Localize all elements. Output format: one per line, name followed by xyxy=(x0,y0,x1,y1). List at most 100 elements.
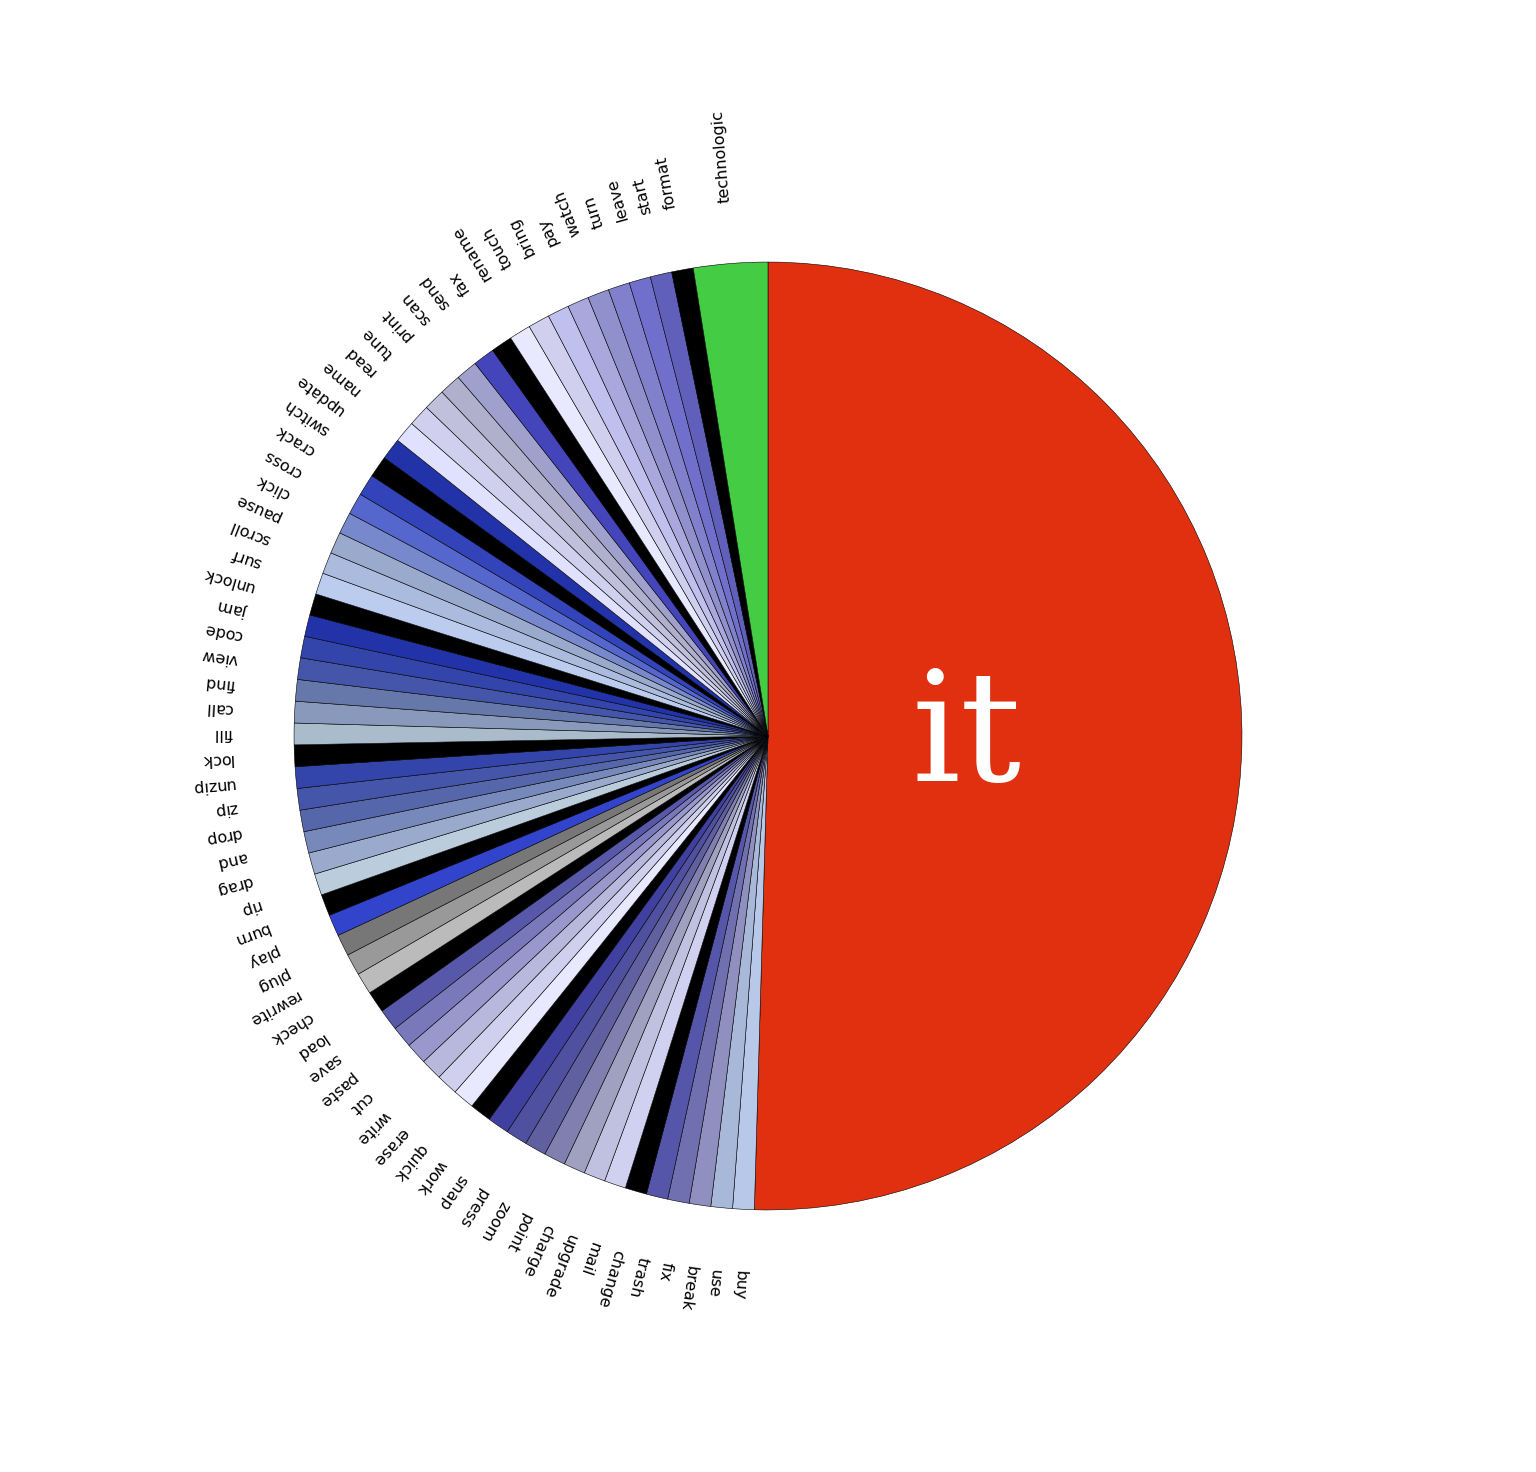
Text: leave: leave xyxy=(604,177,630,222)
Wedge shape xyxy=(347,736,768,974)
Wedge shape xyxy=(493,339,768,736)
Wedge shape xyxy=(316,573,768,736)
Wedge shape xyxy=(361,475,768,736)
Wedge shape xyxy=(382,736,768,1029)
Text: cross: cross xyxy=(261,446,304,480)
Text: rewrite: rewrite xyxy=(246,988,303,1029)
Wedge shape xyxy=(350,495,768,736)
Text: cut: cut xyxy=(347,1089,375,1117)
Wedge shape xyxy=(690,736,768,1207)
Wedge shape xyxy=(442,377,768,736)
Text: play: play xyxy=(243,944,280,970)
Wedge shape xyxy=(323,553,768,736)
Text: trash: trash xyxy=(625,1256,650,1298)
Wedge shape xyxy=(548,306,768,736)
Text: snap: snap xyxy=(435,1172,468,1213)
Text: watch: watch xyxy=(551,188,584,238)
Text: rename: rename xyxy=(449,224,495,284)
Wedge shape xyxy=(754,262,1243,1210)
Wedge shape xyxy=(295,701,768,736)
Text: name: name xyxy=(318,358,362,397)
Text: turn: turn xyxy=(582,194,607,230)
Wedge shape xyxy=(315,736,768,895)
Text: print: print xyxy=(378,306,415,344)
Wedge shape xyxy=(625,736,768,1194)
Text: switch: switch xyxy=(281,396,332,437)
Text: paste: paste xyxy=(315,1070,359,1110)
Text: mail: mail xyxy=(578,1241,602,1278)
Text: zip: zip xyxy=(214,801,238,818)
Text: surf: surf xyxy=(229,546,263,571)
Text: change: change xyxy=(594,1248,625,1309)
Text: buy: buy xyxy=(731,1270,748,1301)
Wedge shape xyxy=(330,533,768,736)
Wedge shape xyxy=(370,736,768,1011)
Wedge shape xyxy=(293,723,768,745)
Wedge shape xyxy=(530,316,768,736)
Text: charge: charge xyxy=(519,1222,556,1279)
Text: burn: burn xyxy=(230,920,270,948)
Text: crack: crack xyxy=(273,422,318,459)
Text: scroll: scroll xyxy=(227,518,272,548)
Wedge shape xyxy=(329,736,768,935)
Wedge shape xyxy=(295,736,768,789)
Text: pay: pay xyxy=(535,215,561,249)
Text: unzip: unzip xyxy=(190,776,235,795)
Text: view: view xyxy=(200,648,240,667)
Wedge shape xyxy=(568,297,768,736)
Wedge shape xyxy=(458,364,768,736)
Wedge shape xyxy=(588,290,768,736)
Wedge shape xyxy=(733,736,768,1210)
Wedge shape xyxy=(300,736,768,832)
Wedge shape xyxy=(427,392,768,736)
Text: write: write xyxy=(353,1107,393,1147)
Text: and: and xyxy=(215,849,247,870)
Text: read: read xyxy=(341,343,379,380)
Wedge shape xyxy=(309,736,768,874)
Text: plug: plug xyxy=(252,966,290,995)
Wedge shape xyxy=(475,350,768,736)
Wedge shape xyxy=(424,736,768,1078)
Wedge shape xyxy=(304,736,768,854)
Wedge shape xyxy=(358,736,768,992)
Text: rip: rip xyxy=(237,896,261,917)
Wedge shape xyxy=(455,736,768,1105)
Text: fill: fill xyxy=(214,726,232,742)
Wedge shape xyxy=(439,736,768,1092)
Text: load: load xyxy=(292,1030,329,1061)
Text: technologic: technologic xyxy=(711,109,733,203)
Text: save: save xyxy=(304,1051,344,1085)
Text: unlock: unlock xyxy=(201,565,255,595)
Wedge shape xyxy=(647,736,768,1200)
Text: quick: quick xyxy=(390,1141,430,1183)
Wedge shape xyxy=(395,736,768,1045)
Text: click: click xyxy=(253,473,293,502)
Text: drop: drop xyxy=(204,824,243,846)
Wedge shape xyxy=(321,736,768,916)
Wedge shape xyxy=(472,736,768,1119)
Wedge shape xyxy=(296,736,768,810)
Text: zoom: zoom xyxy=(478,1198,511,1244)
Text: fix: fix xyxy=(656,1260,674,1282)
Wedge shape xyxy=(507,736,768,1144)
Text: work: work xyxy=(413,1157,449,1197)
Wedge shape xyxy=(608,283,768,736)
Wedge shape xyxy=(525,736,768,1154)
Text: break: break xyxy=(677,1264,699,1313)
Wedge shape xyxy=(398,424,768,736)
Text: find: find xyxy=(204,674,235,692)
Text: code: code xyxy=(203,621,243,643)
Text: drag: drag xyxy=(215,873,255,898)
Wedge shape xyxy=(630,277,768,736)
Text: fax: fax xyxy=(447,268,473,297)
Text: pause: pause xyxy=(232,492,283,524)
Wedge shape xyxy=(564,736,768,1173)
Wedge shape xyxy=(650,272,768,736)
Wedge shape xyxy=(310,593,768,736)
Wedge shape xyxy=(384,440,768,736)
Text: point: point xyxy=(502,1211,533,1254)
Text: send: send xyxy=(418,272,453,312)
Wedge shape xyxy=(671,268,768,736)
Wedge shape xyxy=(295,680,768,736)
Text: check: check xyxy=(267,1010,315,1047)
